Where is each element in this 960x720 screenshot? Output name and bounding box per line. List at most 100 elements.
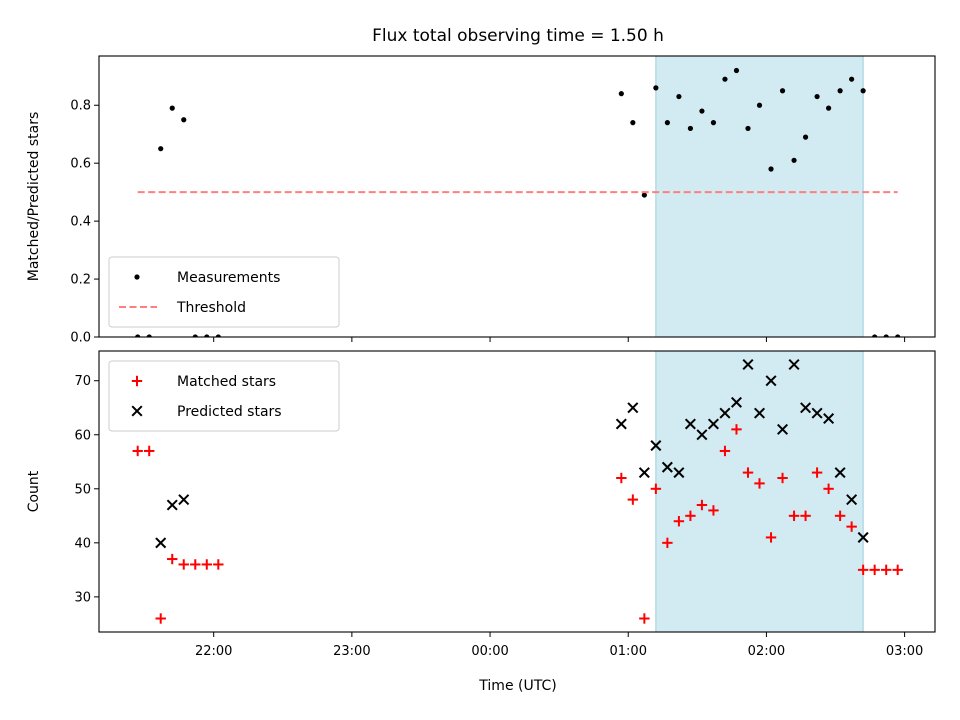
bottom-series-matched-stars-point-24: [800, 510, 811, 522]
top-series-measurements-point-24: [802, 134, 809, 140]
bottom-series-matched-stars-point-25: [811, 467, 823, 478]
top-series-measurements-point-11: [653, 85, 659, 91]
bottom-series-predicted-stars-point-23: [846, 494, 858, 506]
bottom-series-matched-stars-point-20: [754, 478, 765, 489]
top-series-measurements-point-18: [733, 67, 740, 74]
bottom-series-predicted-stars-point-12: [719, 407, 731, 419]
bottom-series-predicted-stars-point-0: [155, 537, 167, 549]
bottom-series-matched-stars-point-30: [869, 564, 880, 576]
chart-title: Flux total observing time = 1.50 h: [372, 26, 664, 46]
top-series-measurements-point-4: [181, 117, 187, 123]
bottom-series-matched-stars-point-14: [685, 510, 696, 522]
bottom-series-matched-stars-point-15: [696, 499, 708, 511]
bottom-series-predicted-stars-point-5: [638, 467, 650, 479]
bottom-series-predicted-stars-point-16: [765, 375, 777, 387]
bottom-series-matched-stars-point-3: [167, 553, 178, 565]
bottom-series-matched-stars-point-7: [213, 559, 224, 570]
top-series-measurements-point-12: [664, 120, 670, 126]
top-series-measurements-point-15: [699, 108, 705, 114]
bottom-series-predicted-stars-point-2: [178, 494, 190, 506]
top-series-measurements-point-22: [779, 88, 786, 94]
bottom-series-predicted-stars-point-8: [673, 467, 685, 479]
top-series-measurements-point-5: [192, 334, 198, 337]
top-series-measurements-point-20: [756, 102, 763, 108]
bottom-panel: 30 40 50 60 70 22:00 23:00 00:00 01:00 02:00 03:00…: [26, 350, 936, 659]
bottom-series-matched-stars-point-5: [190, 559, 201, 570]
top-y-tick-label-2: 0.4: [70, 215, 91, 230]
top-y-tick-label-4: 0.8: [70, 99, 91, 114]
bottom-legend-predicted-stars-swatch: [131, 405, 143, 417]
bottom-series-matched-stars-point-22: [777, 472, 788, 484]
x-tick-label-2: 00:00: [471, 644, 508, 659]
bottom-legend-box: [108, 360, 340, 432]
bottom-legend: Matched stars Predicted stars: [108, 360, 340, 432]
bottom-series-predicted-stars-point-20: [811, 407, 823, 419]
top-series-measurements-point-19: [745, 125, 751, 132]
top-series-measurements-point-7: [215, 334, 221, 337]
top-y-axis-label: Matched/Predicted stars: [26, 112, 42, 282]
top-series-measurements-point-14: [687, 125, 694, 132]
bottom-series-predicted-stars-point-24: [857, 531, 869, 543]
bottom-series-predicted-stars-point-15: [754, 407, 766, 419]
bottom-legend-matched-stars-label: Matched stars: [177, 374, 276, 390]
bottom-series-predicted-stars-point-1: [166, 499, 178, 511]
x-tick-label-4: 02:00: [748, 644, 785, 659]
bottom-series-matched-stars-point-23: [788, 510, 800, 522]
top-series-measurements-point-9: [630, 120, 636, 126]
top-legend-box: [108, 256, 340, 328]
bottom-series-predicted-stars-point-11: [707, 418, 719, 430]
bottom-series-matched-stars-point-9: [627, 494, 639, 505]
top-y-tick-label-1: 0.2: [70, 273, 91, 288]
bottom-series-matched-stars-point-31: [880, 564, 892, 576]
bottom-series-predicted-stars-point-22: [834, 467, 846, 479]
top-panel: 0.0 0.2 0.4 0.6 0.8 Matched/Predicted stars Me…: [26, 55, 936, 346]
bottom-series-predicted-stars-point-17: [777, 423, 789, 435]
top-legend-threshold-label: Threshold: [176, 300, 246, 316]
top-series-measurements-point-25: [814, 93, 820, 100]
bottom-series-matched-stars-point-19: [742, 467, 754, 478]
top-y-tick-label-3: 0.6: [70, 157, 91, 172]
top-series-measurements-point-17: [722, 76, 728, 82]
top-shaded-interval: [655, 55, 864, 338]
bottom-series-predicted-stars-point-4: [627, 402, 639, 414]
top-series-measurements-point-13: [676, 93, 682, 100]
top-series-measurements-point-23: [791, 157, 797, 163]
x-tick-label-5: 03:00: [886, 644, 923, 659]
bottom-series-predicted-stars-point-14: [742, 359, 754, 371]
bottom-series-matched-stars-point-16: [708, 505, 719, 516]
top-series-measurements-point-10: [641, 192, 647, 198]
bottom-series-matched-stars-point-27: [834, 510, 846, 522]
bottom-y-tick-label-3: 60: [74, 428, 91, 443]
bottom-y-tick-label-4: 70: [74, 374, 91, 389]
bottom-series-matched-stars: [132, 424, 903, 624]
bottom-series-matched-stars-point-4: [178, 559, 189, 570]
x-tick-label-1: 23:00: [333, 644, 370, 659]
bottom-legend-matched-stars-swatch: [131, 375, 143, 387]
top-legend-measurements-label: Measurements: [177, 270, 280, 286]
top-legend-measurements-swatch: [134, 274, 140, 280]
top-series-measurements-point-28: [849, 76, 855, 82]
bottom-axes-frame: [98, 350, 936, 633]
x-tick-label-0: 22:00: [195, 644, 232, 659]
bottom-series-matched-stars-point-21: [765, 532, 777, 543]
top-series-measurements-point-1: [146, 334, 152, 337]
top-series-measurements-point-27: [837, 88, 843, 94]
bottom-series-matched-stars-point-32: [892, 564, 903, 576]
bottom-plot-area: [132, 359, 903, 624]
top-series-measurements-point-26: [826, 105, 832, 111]
bottom-y-axis-label: Count: [26, 470, 42, 512]
bottom-series-predicted-stars: [155, 359, 869, 549]
top-series-measurements-point-30: [872, 334, 878, 337]
bottom-series-matched-stars-point-17: [719, 445, 731, 457]
bottom-series-matched-stars-point-10: [639, 613, 650, 624]
top-series-measurements-point-2: [158, 146, 164, 152]
bottom-series-predicted-stars-point-10: [696, 429, 708, 441]
bottom-y-tick-label-0: 30: [74, 590, 91, 605]
bottom-series-matched-stars-point-12: [662, 537, 673, 549]
bottom-series-matched-stars-point-13: [673, 516, 685, 527]
top-series-measurements-point-31: [883, 334, 889, 337]
bottom-series-matched-stars-point-2: [155, 613, 166, 624]
bottom-legend-predicted-stars-label: Predicted stars: [177, 404, 282, 420]
bottom-series-matched-stars-point-26: [823, 483, 834, 494]
